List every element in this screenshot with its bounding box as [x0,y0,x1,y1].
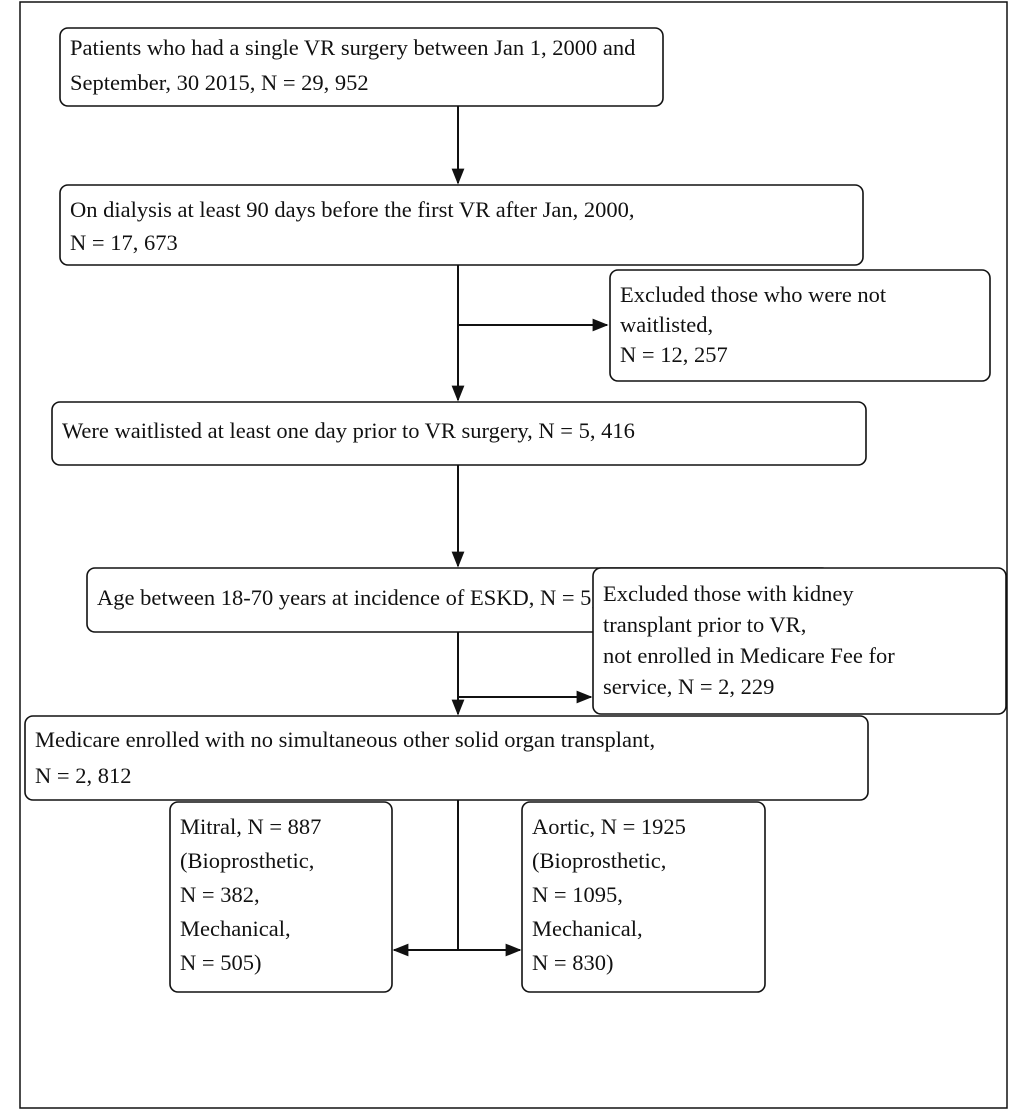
node-text: On dialysis at least 90 days before the … [70,197,634,222]
node-text: N = 2, 812 [35,763,131,788]
node-text: service, N = 2, 229 [603,674,774,699]
node-text: waitlisted, [620,312,713,337]
node-text: Aortic, N = 1925 [532,814,686,839]
node-text: transplant prior to VR, [603,612,806,637]
node-text: not enrolled in Medicare Fee for [603,643,895,668]
node-text: Mechanical, [180,916,291,941]
frame [19,1,1008,1109]
node-text: Mitral, N = 887 [180,814,321,839]
node-text: Excluded those who were not [620,282,887,307]
node: Patients who had a single VR surgery bet… [59,27,664,107]
node-text: N = 1095, [532,882,623,907]
node-box [59,27,664,107]
node-text: N = 505) [180,950,261,975]
node-box [169,801,393,993]
node: Aortic, N = 1925 (Bioprosthetic, N = 1095,… [521,801,766,993]
node-text: N = 382, [180,882,260,907]
node-box [51,401,867,466]
node-text: N = 830) [532,950,613,975]
node-text: September, 30 2015, N = 29, 952 [70,70,369,95]
node-text: Medicare enrolled with no simultaneous o… [35,727,655,752]
node-text: Patients who had a single VR surgery bet… [70,35,635,60]
node: Medicare enrolled with no simultaneous o… [24,715,869,801]
node-text: Excluded those with kidney [603,581,854,606]
node: Were waitlisted at least one day prior t… [51,401,867,466]
node-text: N = 12, 257 [620,342,728,367]
node: Excluded those who were not waitlisted, N … [609,269,991,382]
node-text: (Bioprosthetic, [180,848,314,873]
node-text: N = 17, 673 [70,230,178,255]
node: Excluded those with kidney transplant pri… [592,567,1007,715]
node-box [592,567,1007,715]
node-text: Mechanical, [532,916,643,941]
node-box [24,715,869,801]
node-box [521,801,766,993]
node: Mitral, N = 887 (Bioprosthetic, N = 382, Me… [169,801,393,993]
node-box [609,269,991,382]
connectors [392,106,609,957]
node-text: Age between 18-70 years at incidence of … [97,585,636,610]
node-text: (Bioprosthetic, [532,848,666,873]
node-text: Were waitlisted at least one day prior t… [62,418,635,443]
node-box [59,184,864,266]
node: On dialysis at least 90 days before the … [59,184,864,266]
